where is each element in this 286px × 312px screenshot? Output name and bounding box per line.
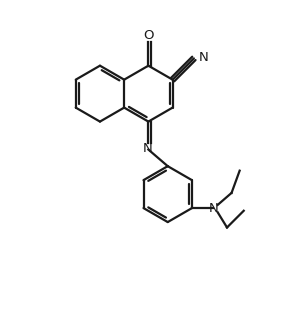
Text: N: N <box>142 142 152 155</box>
Text: O: O <box>143 29 154 42</box>
Text: N: N <box>199 51 209 64</box>
Text: N: N <box>208 202 218 215</box>
